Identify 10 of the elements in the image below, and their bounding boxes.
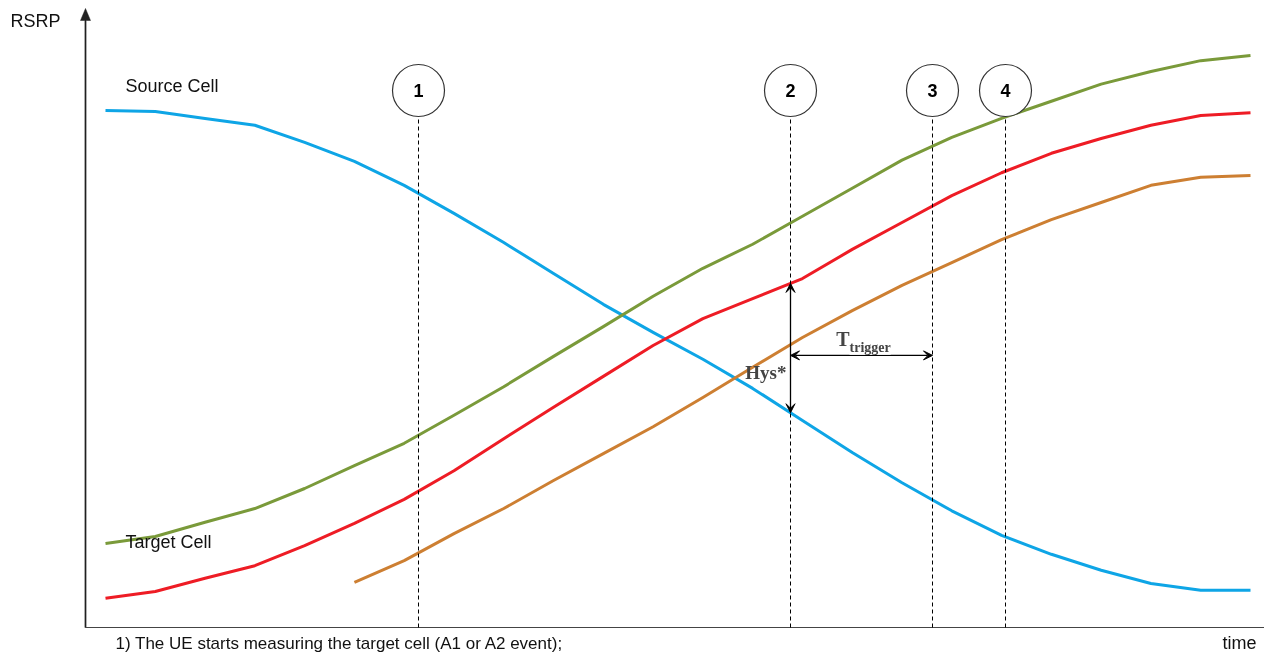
y-axis-title: RSRP — [10, 10, 61, 31]
annotation: 2 — [785, 81, 796, 101]
annotation: 4 — [1000, 81, 1011, 101]
series-label: Source Cell — [125, 76, 219, 97]
annotation: 1 — [413, 81, 424, 101]
series-label: Target Cell — [125, 532, 212, 553]
annotation: 3 — [927, 81, 938, 101]
text: 1) The UE starts measuring the target cell (A1 or A2 event); — [115, 633, 563, 653]
x-axis-title: time — [1222, 632, 1257, 653]
annotation: Hys* — [745, 362, 787, 383]
